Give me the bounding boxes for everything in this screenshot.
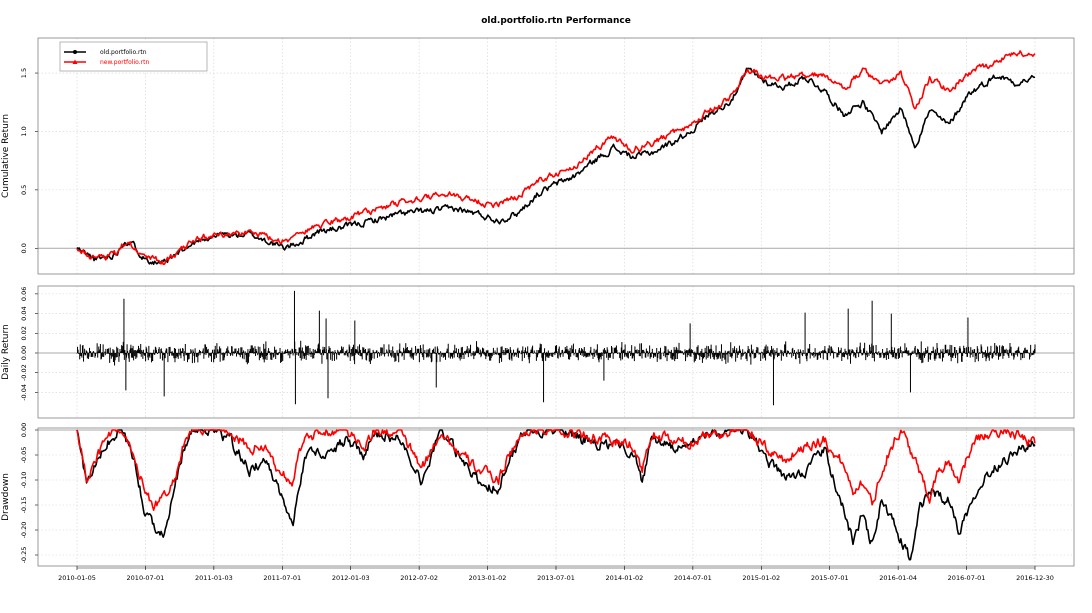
y-tick-label: -0.05 <box>20 447 28 464</box>
panel-frame <box>37 37 1075 275</box>
x-tick-label: 2011-07-01 <box>263 574 301 582</box>
y-axis-label: Drawdown <box>1 473 11 521</box>
y-tick-label: 1.5 <box>20 68 28 78</box>
chart-panels: 0.0 0.5 1.0 1.5 Cumulative Return -0.04 -0.02 0… <box>1 37 1075 582</box>
x-tick-label: 2014-07-01 <box>674 574 712 582</box>
y-tick-label: 0.04 <box>20 306 28 320</box>
panel-daily: -0.04 -0.02 0.00 0.02 0.04 0.06 Daily Return <box>1 285 1075 419</box>
y-tick-label: -0.04 <box>20 384 28 401</box>
y-tick-label: -0.20 <box>20 522 28 539</box>
x-tick-label: 2016-07-01 <box>948 574 986 582</box>
x-tick-label: 2012-07-02 <box>400 574 438 582</box>
y-tick-label: -0.15 <box>20 497 28 514</box>
panel-frame <box>37 427 1075 567</box>
y-axis-label: Cumulative Return <box>1 114 11 198</box>
x-tick-label: 2016-01-04 <box>879 574 917 582</box>
x-tick-label: 2012-01-03 <box>332 574 370 582</box>
series-line-new.portfolio.rtn <box>76 429 1036 511</box>
y-tick-label: 0.00 <box>20 423 28 437</box>
y-tick-label: 0.5 <box>20 185 28 195</box>
legend: old.portfolio.rtn new.portfolio.rtn <box>59 41 208 72</box>
chart-title: old.portfolio.rtn Performance <box>481 16 631 26</box>
legend-box <box>59 41 208 72</box>
x-tick-label: 2016-12-30 <box>1016 574 1054 582</box>
series-line-new.portfolio.rtn <box>76 50 1036 266</box>
y-tick-label: -0.10 <box>20 472 28 489</box>
x-tick-label: 2015-01-02 <box>742 574 780 582</box>
y-tick-label: 1.0 <box>20 126 28 136</box>
panel-frame <box>37 285 1075 419</box>
legend-old-marker <box>73 50 77 54</box>
panel-cumulative: 0.0 0.5 1.0 1.5 Cumulative Return <box>1 37 1075 275</box>
y-tick-label: 0.06 <box>20 287 28 301</box>
legend-new-label: new.portfolio.rtn <box>100 59 149 66</box>
x-tick-label: 2014-01-02 <box>606 574 644 582</box>
legend-old-label: old.portfolio.rtn <box>100 49 147 56</box>
y-tick-label: 0.02 <box>20 326 28 340</box>
y-tick-label: -0.25 <box>20 547 28 564</box>
x-tick-label: 2015-07-01 <box>811 574 849 582</box>
x-tick-label: 2010-07-01 <box>127 574 165 582</box>
y-tick-label: 0.00 <box>20 346 28 360</box>
x-axis: 2010-01-05 2010-07-01 2011-01-03 2011-07-01… <box>58 566 1054 582</box>
x-tick-label: 2013-07-01 <box>537 574 575 582</box>
legend-new-marker <box>72 59 78 64</box>
x-tick-label: 2013-01-02 <box>469 574 507 582</box>
x-tick-label: 2010-01-05 <box>58 574 96 582</box>
panel-drawdown: -0.25 -0.20 -0.15 -0.10 -0.05 0.00 Drawdown <box>1 423 1075 567</box>
series-old.portfolio.rtn-daily-bars <box>76 290 1036 406</box>
x-tick-label: 2011-01-03 <box>195 574 233 582</box>
series-line-old.portfolio.rtn <box>76 67 1036 266</box>
y-tick-label: -0.02 <box>20 364 28 381</box>
y-axis-label: Daily Return <box>1 324 11 380</box>
y-tick-label: 0.0 <box>20 243 28 253</box>
